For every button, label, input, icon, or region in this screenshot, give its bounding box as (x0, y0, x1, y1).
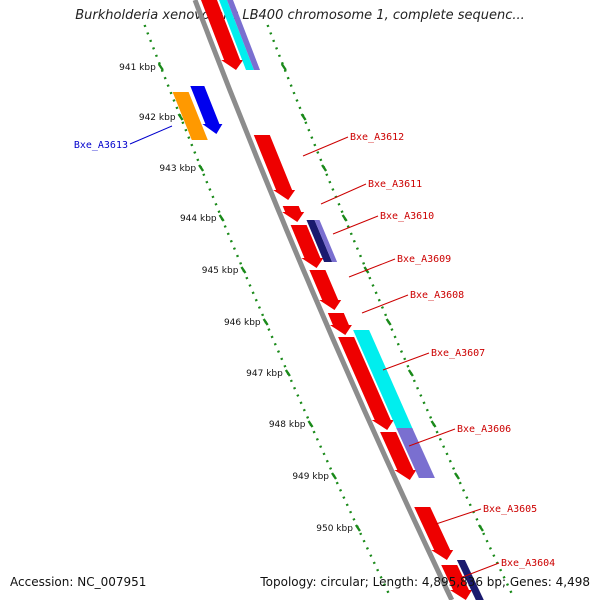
gene-feature[interactable] (253, 135, 296, 200)
gene-label[interactable]: Bxe_A3610 (380, 211, 434, 222)
gene-label[interactable]: Bxe_A3611 (368, 179, 422, 190)
scale-tick-mark (341, 214, 348, 222)
scale-tick-mark (300, 113, 307, 121)
gene-feature[interactable] (314, 220, 338, 262)
tick-label: 950 kbp (316, 524, 353, 534)
scale-tick-mark (331, 472, 338, 480)
label-layer: Bxe_A3613 Bxe_A3612 Bxe_A3611 Bxe_A3610 Bxe_… (74, 125, 555, 579)
leader-line (408, 428, 456, 447)
gene-label[interactable]: Bxe_A3605 (483, 504, 537, 515)
tick-label: 945 kbp (202, 266, 239, 276)
tick-label: 947 kbp (246, 369, 283, 379)
tick-label: 944 kbp (180, 214, 217, 224)
backbone-layer (192, 0, 455, 600)
scale-tick-mark (240, 266, 247, 274)
gene-feature[interactable] (414, 507, 454, 560)
leader-line (302, 136, 349, 157)
leader-line (459, 562, 500, 579)
gene-label[interactable]: Bxe_A3607 (431, 348, 485, 359)
scale-tick-mark (262, 318, 269, 326)
gene-feature[interactable] (353, 330, 414, 430)
map-title: Burkholderia xenovorans LB400 chromosome… (75, 8, 525, 23)
gene-feature[interactable] (338, 337, 394, 430)
gene-feature[interactable] (172, 92, 208, 140)
chromosome-backbone (192, 0, 455, 600)
scale-tick-mark (454, 472, 461, 480)
gene-label[interactable]: Bxe_A3612 (350, 132, 404, 143)
leader-line (348, 258, 396, 278)
leader-line (435, 508, 482, 525)
leader-line (129, 125, 173, 145)
tick-label: 941 kbp (119, 63, 156, 73)
gene-feature[interactable] (380, 432, 417, 480)
scale-tick-mark (407, 369, 414, 377)
scale-tick-mark (385, 318, 392, 326)
gene-feature[interactable] (219, 0, 254, 70)
scale-tick-mark (307, 420, 314, 428)
scale-tick-mark (280, 63, 287, 71)
gene-feature[interactable] (282, 206, 305, 222)
gene-feature[interactable] (190, 86, 223, 134)
gene-feature[interactable] (306, 220, 333, 262)
tick-label: 949 kbp (292, 472, 329, 482)
gene-feature[interactable] (441, 565, 472, 600)
gene-feature[interactable] (309, 270, 342, 310)
scale-tick-mark (284, 369, 291, 377)
tick-label: 946 kbp (224, 318, 261, 328)
scale-tick-mark (177, 113, 184, 121)
leader-line (320, 183, 367, 205)
scale-dots-right (266, 24, 515, 598)
scale-tick-mark (477, 524, 484, 532)
gene-label[interactable]: Bxe_A3604 (501, 558, 555, 569)
scale-tick-mark (157, 63, 164, 71)
tick-label: 948 kbp (269, 420, 306, 430)
gene-feature[interactable] (290, 225, 324, 268)
scale-tick-mark (218, 214, 225, 222)
tick-label: 943 kbp (159, 164, 196, 174)
leader-line (382, 352, 430, 371)
genome-summary-text: Topology: circular; Length: 4,895,836 bp… (260, 575, 590, 589)
gene-feature[interactable] (396, 428, 435, 478)
gene-feature[interactable] (456, 560, 484, 600)
gene-feature[interactable] (227, 0, 260, 70)
leader-line (361, 294, 409, 314)
scale-tick-mark (321, 164, 328, 172)
gene-label[interactable]: Bxe_A3609 (397, 254, 451, 265)
accession-text: Accession: NC_007951 (10, 575, 147, 589)
scale-layer: 941 kbp 942 kbp 943 kbp 944 kbp 945 kbp 946 k… (119, 24, 515, 598)
gene-feature[interactable] (327, 313, 352, 335)
gene-label[interactable]: Bxe_A3608 (410, 290, 464, 301)
gene-label[interactable]: Bxe_A3606 (457, 424, 511, 435)
scale-tick-mark (430, 420, 437, 428)
tick-label: 942 kbp (139, 113, 176, 123)
gene-layer[interactable] (172, 0, 484, 600)
leader-line (332, 215, 379, 235)
gene-feature[interactable] (201, 0, 244, 70)
scale-tick-mark (198, 164, 205, 172)
scale-tick-mark (354, 524, 361, 532)
gene-label[interactable]: Bxe_A3613 (74, 140, 128, 151)
